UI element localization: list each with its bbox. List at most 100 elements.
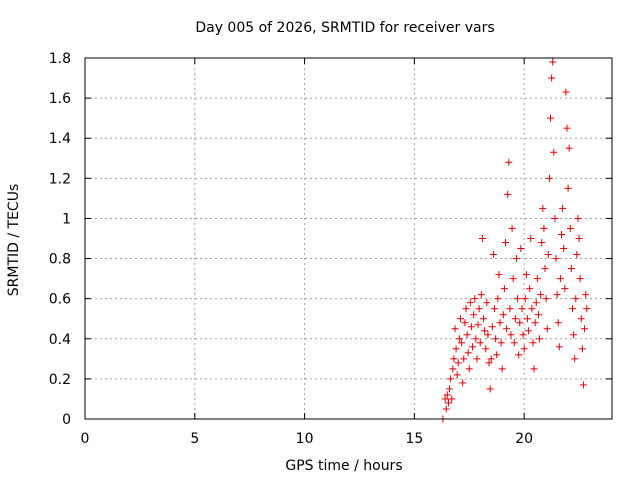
data-point [571, 355, 579, 363]
data-point [582, 291, 590, 299]
data-point [493, 351, 501, 359]
data-point [449, 365, 457, 373]
data-point [568, 305, 576, 313]
y-tick-label: 0.8 [49, 252, 71, 268]
data-point [484, 331, 492, 339]
data-point [532, 299, 540, 307]
data-point [539, 204, 547, 212]
y-axis-title: SRMTID / TECUs [6, 184, 22, 297]
x-tick-label: 0 [81, 431, 90, 447]
data-point [522, 271, 530, 279]
data-point [505, 158, 513, 166]
data-point [482, 345, 490, 353]
data-point [530, 365, 538, 373]
data-point [471, 295, 479, 303]
data-point [503, 325, 511, 333]
data-point [581, 325, 589, 333]
data-point [473, 355, 481, 363]
y-tick-label: 1.8 [49, 51, 71, 67]
data-point [489, 251, 497, 259]
data-point [520, 345, 528, 353]
data-point [559, 204, 567, 212]
data-point [462, 305, 470, 313]
data-point [446, 385, 454, 393]
data-point [464, 349, 472, 357]
data-point [478, 235, 486, 242]
data-point [560, 245, 568, 253]
data-point [497, 339, 505, 347]
data-point [448, 395, 456, 403]
data-point [455, 335, 463, 343]
data-point [550, 148, 558, 156]
data-point [523, 315, 531, 323]
data-point [527, 235, 535, 242]
data-point [538, 239, 546, 247]
x-axis-title: GPS time / hours [285, 458, 402, 474]
data-point [475, 305, 483, 313]
data-point [526, 285, 534, 293]
data-point [498, 365, 506, 373]
data-point [579, 381, 587, 389]
data-point [557, 230, 565, 238]
y-tick-label: 0 [62, 412, 71, 428]
data-point [566, 224, 574, 232]
data-point [516, 319, 524, 327]
y-tick-label: 1 [62, 211, 71, 227]
data-point [495, 271, 503, 279]
y-tick-label: 0.2 [49, 372, 71, 388]
data-point [502, 239, 510, 247]
y-tick-label: 0.6 [49, 292, 71, 308]
data-point [540, 224, 548, 232]
data-point [577, 315, 585, 323]
data-point [563, 124, 571, 132]
data-point [517, 245, 525, 253]
y-axis-ticks: 0 0.2 0.4 0.6 0.8 1 1.2 1.4 1.6 1.8 [49, 51, 612, 428]
x-tick-label: 5 [190, 431, 199, 447]
data-point [485, 359, 493, 367]
data-point [514, 295, 522, 303]
data-point [536, 335, 544, 343]
data-point [443, 391, 451, 399]
data-point [491, 305, 499, 313]
data-point [452, 345, 460, 353]
data-point [499, 311, 507, 319]
data-point [469, 343, 477, 351]
data-point [545, 174, 553, 182]
data-point [583, 305, 591, 313]
data-point [542, 295, 550, 303]
data-point [441, 395, 449, 403]
x-tick-label: 10 [296, 431, 314, 447]
data-point [551, 214, 559, 222]
data-point [564, 184, 572, 192]
data-point [562, 88, 570, 96]
data-point [467, 323, 475, 331]
data-point [565, 144, 573, 152]
data-point [519, 331, 527, 339]
data-point [547, 114, 555, 122]
data-point [554, 319, 562, 327]
x-tick-label: 20 [515, 431, 533, 447]
data-point [442, 405, 450, 413]
data-point [508, 224, 516, 232]
data-point [496, 319, 504, 327]
y-tick-label: 0.4 [49, 332, 71, 348]
data-point [447, 375, 455, 383]
data-point [488, 323, 496, 331]
data-point [483, 299, 491, 307]
data-point [578, 345, 586, 353]
data-point [507, 331, 515, 339]
data-point [556, 275, 564, 283]
data-point [555, 343, 563, 351]
data-point [553, 291, 561, 299]
data-point [451, 325, 459, 333]
data-point [444, 399, 452, 407]
data-point [456, 315, 464, 323]
data-point [567, 265, 575, 273]
plot-frame [84, 57, 613, 420]
data-point [506, 305, 514, 313]
data-point [561, 285, 569, 293]
x-axis-ticks: 0 5 10 15 20 [81, 58, 533, 447]
data-point [511, 315, 519, 323]
data-point [574, 214, 582, 222]
